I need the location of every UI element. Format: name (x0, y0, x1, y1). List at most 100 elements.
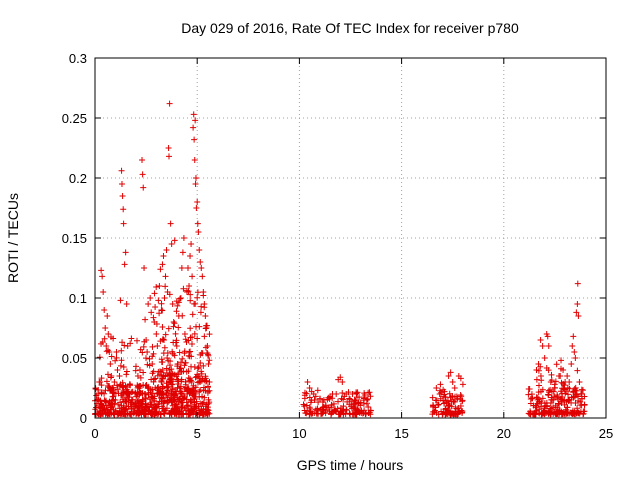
data-point (184, 388, 191, 395)
data-point (159, 359, 166, 366)
data-point (572, 384, 579, 391)
data-point (151, 290, 158, 297)
data-point (187, 406, 194, 413)
data-point (172, 339, 179, 346)
data-point (574, 301, 581, 307)
data-point (535, 361, 542, 367)
data-point (118, 167, 125, 174)
data-point (145, 389, 152, 396)
data-point (149, 343, 156, 350)
data-point (181, 394, 188, 401)
data-point (547, 405, 554, 412)
data-point (118, 392, 125, 399)
data-point (202, 313, 209, 319)
data-point (196, 247, 203, 253)
data-point (162, 331, 169, 338)
data-point (111, 379, 118, 385)
data-point (114, 386, 121, 393)
data-point (159, 375, 166, 382)
data-point (105, 331, 112, 337)
data-point (177, 365, 184, 372)
data-point (163, 405, 170, 412)
data-point (149, 361, 156, 367)
data-point (560, 367, 567, 373)
data-point (554, 392, 561, 399)
data-point (203, 325, 210, 331)
data-point (174, 361, 181, 367)
data-point (345, 389, 352, 396)
data-point (195, 229, 202, 235)
data-point (181, 362, 188, 369)
data-point (157, 266, 164, 273)
data-point (113, 349, 120, 355)
data-point (112, 407, 119, 414)
data-point (163, 380, 170, 387)
data-point (564, 384, 571, 391)
data-point (126, 410, 133, 417)
data-point (451, 397, 458, 404)
data-point (206, 379, 213, 385)
data-point (432, 397, 439, 404)
data-point (529, 395, 536, 402)
data-point (339, 379, 346, 385)
data-point (579, 395, 586, 402)
data-point (178, 368, 185, 375)
data-point (101, 335, 108, 342)
data-point (165, 398, 172, 405)
data-point (175, 313, 182, 319)
data-point (168, 376, 175, 383)
data-point (107, 361, 114, 367)
data-point (337, 374, 344, 381)
data-point (120, 206, 127, 213)
data-point (120, 363, 127, 370)
data-point (320, 397, 327, 403)
x-tick-label: 5 (194, 426, 201, 441)
data-point (543, 365, 550, 372)
data-point (353, 390, 360, 397)
data-point (137, 390, 144, 397)
data-point (553, 361, 560, 368)
data-point (188, 340, 195, 347)
data-point (102, 325, 109, 331)
data-point (145, 301, 152, 307)
data-point (141, 265, 148, 271)
data-point (202, 375, 209, 382)
data-point (120, 405, 127, 412)
data-point (153, 284, 160, 291)
data-point (187, 397, 194, 404)
data-point (120, 387, 127, 394)
data-point (190, 111, 197, 118)
data-point (307, 399, 314, 406)
data-point (132, 400, 139, 407)
data-point (192, 384, 199, 391)
data-point (178, 390, 185, 397)
data-point (122, 407, 129, 414)
data-point (429, 394, 436, 401)
data-point (165, 153, 172, 160)
data-point (99, 273, 106, 280)
data-point (118, 357, 125, 364)
data-point (177, 295, 184, 301)
data-point (361, 394, 368, 401)
data-point (119, 193, 126, 199)
data-point (535, 389, 542, 396)
data-point (303, 390, 310, 397)
data-point (154, 343, 161, 349)
data-point (127, 411, 134, 418)
data-point (93, 404, 100, 411)
x-tick-labels: 0 5 10 15 20 25 (91, 426, 613, 441)
data-point (96, 403, 103, 409)
data-point (202, 408, 209, 415)
data-point (312, 393, 319, 400)
data-point (137, 346, 144, 353)
y-axis-label: ROTI / TECUs (5, 193, 21, 283)
data-point (106, 409, 113, 416)
data-point (168, 390, 175, 397)
data-point (572, 399, 579, 406)
data-point (188, 378, 195, 385)
data-point (191, 136, 198, 143)
data-point (555, 373, 562, 379)
data-point (343, 407, 350, 414)
data-point (339, 389, 346, 396)
data-point (128, 405, 135, 412)
